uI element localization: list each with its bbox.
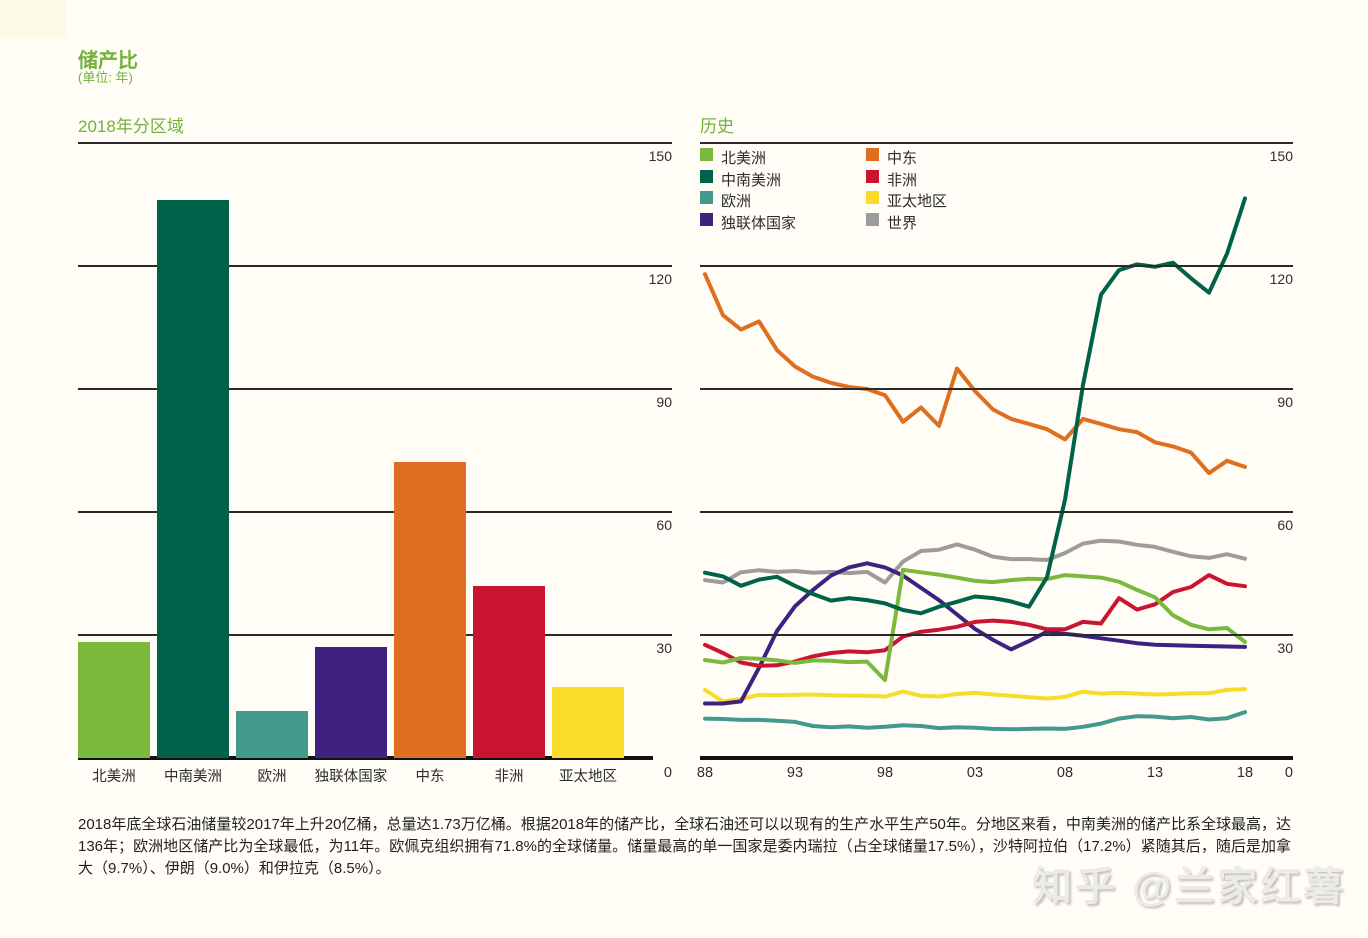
y-axis-label-30: 30 — [656, 640, 672, 656]
x-axis-label-93: 93 — [786, 765, 804, 781]
y-axis-label-60: 60 — [1277, 517, 1293, 533]
y-axis-label-0: 0 — [663, 765, 672, 781]
bar-非洲 — [473, 586, 545, 758]
page-subtitle: (单位: 年) — [78, 70, 133, 85]
y-axis-label-120: 120 — [648, 271, 672, 287]
x-axis-line — [78, 756, 653, 760]
line-series-欧洲 — [703, 710, 1247, 732]
line-series-中东 — [703, 272, 1247, 476]
legend-swatch-icon — [866, 148, 879, 161]
gridline-150 — [700, 142, 1293, 144]
legend-swatch-icon — [866, 212, 879, 226]
gridline-150 — [78, 142, 672, 144]
x-axis-label-13: 13 — [1146, 765, 1164, 781]
bar-欧洲 — [236, 711, 308, 758]
line-series-独联体国家 — [703, 561, 1247, 706]
legend-swatch-icon — [700, 191, 713, 204]
legend-swatch-icon — [866, 191, 879, 204]
gridline-90 — [78, 387, 672, 391]
bar-chart-plot-area: 150 120 90 60 30 — [78, 142, 672, 760]
x-axis-label-98: 98 — [876, 765, 894, 781]
y-axis-label-120: 120 — [1269, 271, 1293, 287]
bar-category-label: 亚太地区 — [559, 769, 617, 785]
legend-label: 中南美洲 — [721, 171, 782, 189]
bar-北美洲 — [78, 641, 150, 758]
line-series-中南美洲 — [703, 196, 1247, 616]
y-axis-label-60: 60 — [656, 517, 672, 533]
legend-swatch-icon — [866, 169, 879, 183]
legend-label: 独联体国家 — [721, 214, 797, 232]
bar-category-label: 中东 — [415, 769, 445, 785]
bar-亚太地区 — [552, 687, 624, 758]
y-axis-label-90: 90 — [656, 394, 672, 410]
gridline-90 — [700, 387, 1293, 391]
line-chart-title: 历史 — [700, 117, 734, 136]
bar-chart-title: 2018年分区域 — [78, 117, 184, 136]
line-series-亚太地区 — [703, 687, 1247, 704]
bar-中南美洲 — [157, 200, 229, 758]
legend-label: 北美洲 — [721, 150, 767, 167]
line-chart-svg — [703, 196, 1247, 732]
legend-swatch-icon — [700, 169, 713, 183]
line-series-世界 — [703, 538, 1247, 585]
bar-category-label: 中南美洲 — [164, 769, 222, 785]
y-axis-label-150: 150 — [648, 148, 672, 164]
gridline-120 — [78, 265, 672, 267]
legend-label: 非洲 — [887, 171, 918, 189]
x-axis-label-18: 18 — [1236, 765, 1254, 781]
legend-swatch-icon — [700, 148, 713, 161]
bar-中东 — [394, 462, 466, 758]
x-axis-label-88: 88 — [696, 765, 714, 781]
bar-category-label: 欧洲 — [257, 769, 287, 785]
legend-label: 亚太地区 — [887, 193, 948, 210]
x-axis-label-08: 08 — [1056, 765, 1074, 781]
gridline-30 — [78, 634, 672, 636]
y-axis-label-90: 90 — [1277, 394, 1293, 410]
x-axis-label-03: 03 — [966, 765, 984, 781]
line-series-北美洲 — [703, 567, 1247, 683]
corner-highlight — [0, 0, 66, 37]
bar-category-label: 独联体国家 — [314, 769, 388, 785]
gridline-120 — [700, 265, 1293, 267]
gridline-60 — [700, 511, 1293, 513]
x-axis-line — [700, 756, 1293, 760]
legend-label: 世界 — [887, 214, 918, 232]
bar-category-label: 非洲 — [494, 769, 524, 785]
bar-category-label: 北美洲 — [92, 769, 136, 785]
legend-label: 中东 — [887, 150, 918, 167]
gridline-30 — [700, 634, 1293, 636]
watermark-text: 知乎 @兰家红薯 — [1032, 865, 1347, 909]
bar-独联体国家 — [315, 646, 387, 758]
legend-swatch-icon — [700, 212, 713, 226]
y-axis-label-0: 0 — [1284, 765, 1293, 781]
y-axis-label-150: 150 — [1269, 148, 1293, 164]
line-chart-plot-area: 北美洲中南美洲欧洲独联体国家 中东非洲亚太地区世界 150 120 90 60 30 — [700, 142, 1293, 760]
footnote-text: 2018年底全球石油储量较2017年上升20亿桶，总量达1.73万亿桶。根据20… — [78, 816, 1291, 877]
y-axis-label-30: 30 — [1277, 640, 1293, 656]
page-title: 储产比 — [78, 50, 138, 72]
gridline-60 — [78, 511, 672, 513]
legend-label: 欧洲 — [721, 193, 752, 210]
